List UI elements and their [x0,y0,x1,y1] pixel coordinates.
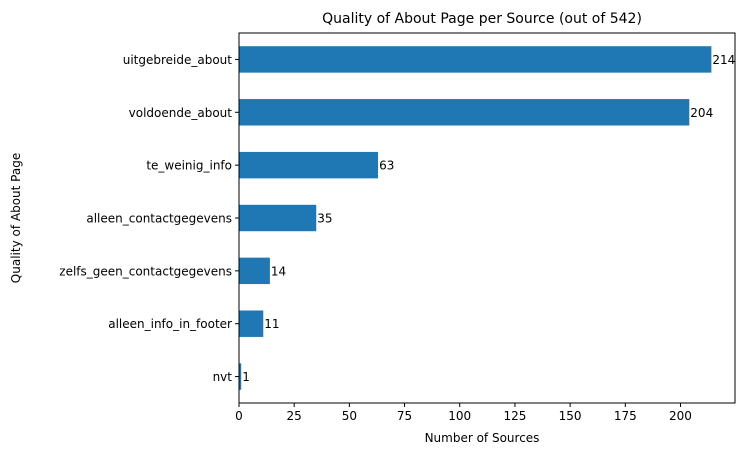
data-label-zelfs_geen_contactgegevens: 14 [271,264,286,278]
x-tick-label-25: 25 [287,409,302,423]
y-axis-ticks-group: uitgebreide_about voldoende_about te_weini… [59,53,239,384]
y-tick-label-te_weinig_info: te_weinig_info [146,159,232,173]
x-axis-label: Number of Sources [425,431,540,445]
bar-nvt [239,363,242,390]
plot-area-frame [238,32,736,404]
x-tick-label-0: 0 [235,409,243,423]
y-tick-label-zelfs_geen_contactgegevens: zelfs_geen_contactgegevens [59,264,232,278]
data-label-voldoende_about: 204 [690,106,713,120]
x-tick-label-175: 175 [614,409,637,423]
bar-voldoende_about [239,99,690,126]
x-axis-ticks-group: 0 25 50 75 100 125 150 175 200 [235,403,692,423]
data-label-nvt: 1 [242,370,250,384]
data-label-alleen_info_in_footer: 11 [264,317,279,331]
y-tick-label-voldoende_about: voldoende_about [129,106,233,120]
x-tick-label-150: 150 [559,409,582,423]
bar-alleen_info_in_footer [239,310,264,337]
bar-zelfs_geen_contactgegevens [239,257,270,285]
chart-title: Quality of About Page per Source (out of… [322,11,642,27]
bar-alleen_contactgegevens [239,204,317,232]
y-axis-label: Quality of About Page [9,153,23,283]
y-tick-label-nvt: nvt [213,370,233,384]
x-tick-label-125: 125 [503,409,526,423]
x-tick-label-200: 200 [669,409,692,423]
data-label-uitgebreide_about: 214 [712,53,735,67]
bar-te_weinig_info [239,151,379,179]
data-label-te_weinig_info: 63 [379,159,394,173]
y-tick-label-alleen_info_in_footer: alleen_info_in_footer [108,317,232,331]
y-tick-label-alleen_contactgegevens: alleen_contactgegevens [86,212,232,226]
x-tick-label-100: 100 [448,409,471,423]
bar-uitgebreide_about [239,46,712,73]
x-tick-label-50: 50 [342,409,357,423]
x-tick-label-75: 75 [397,409,412,423]
bars-group [239,46,712,390]
y-tick-label-uitgebreide_about: uitgebreide_about [123,53,233,67]
data-label-alleen_contactgegevens: 35 [317,212,332,226]
